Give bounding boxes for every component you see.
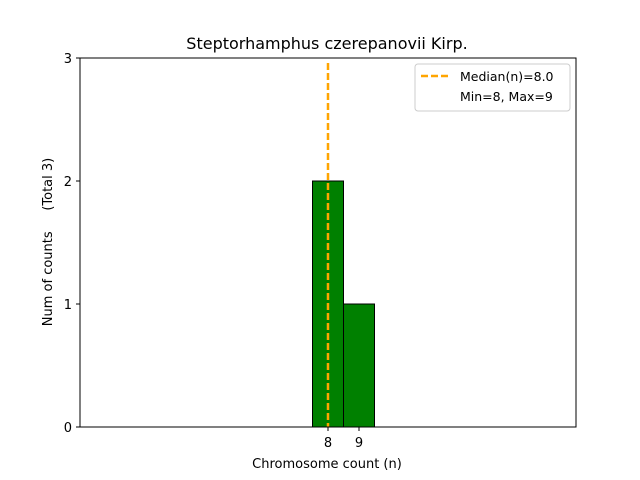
x-tick-label-9: 9 [355,436,363,451]
legend-box [414,63,571,112]
plot-area: 0 1 2 3 8 9 [64,52,577,451]
legend-entry-median: Median(n)=8.0 [460,69,554,84]
x-axis-label: Chromosome count (n) [252,457,402,472]
y-tick-label-0: 0 [64,421,72,436]
bar-9 [343,303,375,428]
legend: Median(n)=8.0 Min=8, Max=9 [414,63,571,112]
y-tick-label-1: 1 [64,298,72,313]
y-tick-label-2: 2 [64,175,72,190]
chart-title: Steptorhamphus czerepanovii Kirp. [186,34,467,53]
y-tick-label-3: 3 [64,52,72,67]
legend-entry-min-max: Min=8, Max=9 [460,89,553,104]
x-tick-label-8: 8 [324,436,332,451]
y-axis-label: Num of counts (Total 3) [41,158,56,326]
